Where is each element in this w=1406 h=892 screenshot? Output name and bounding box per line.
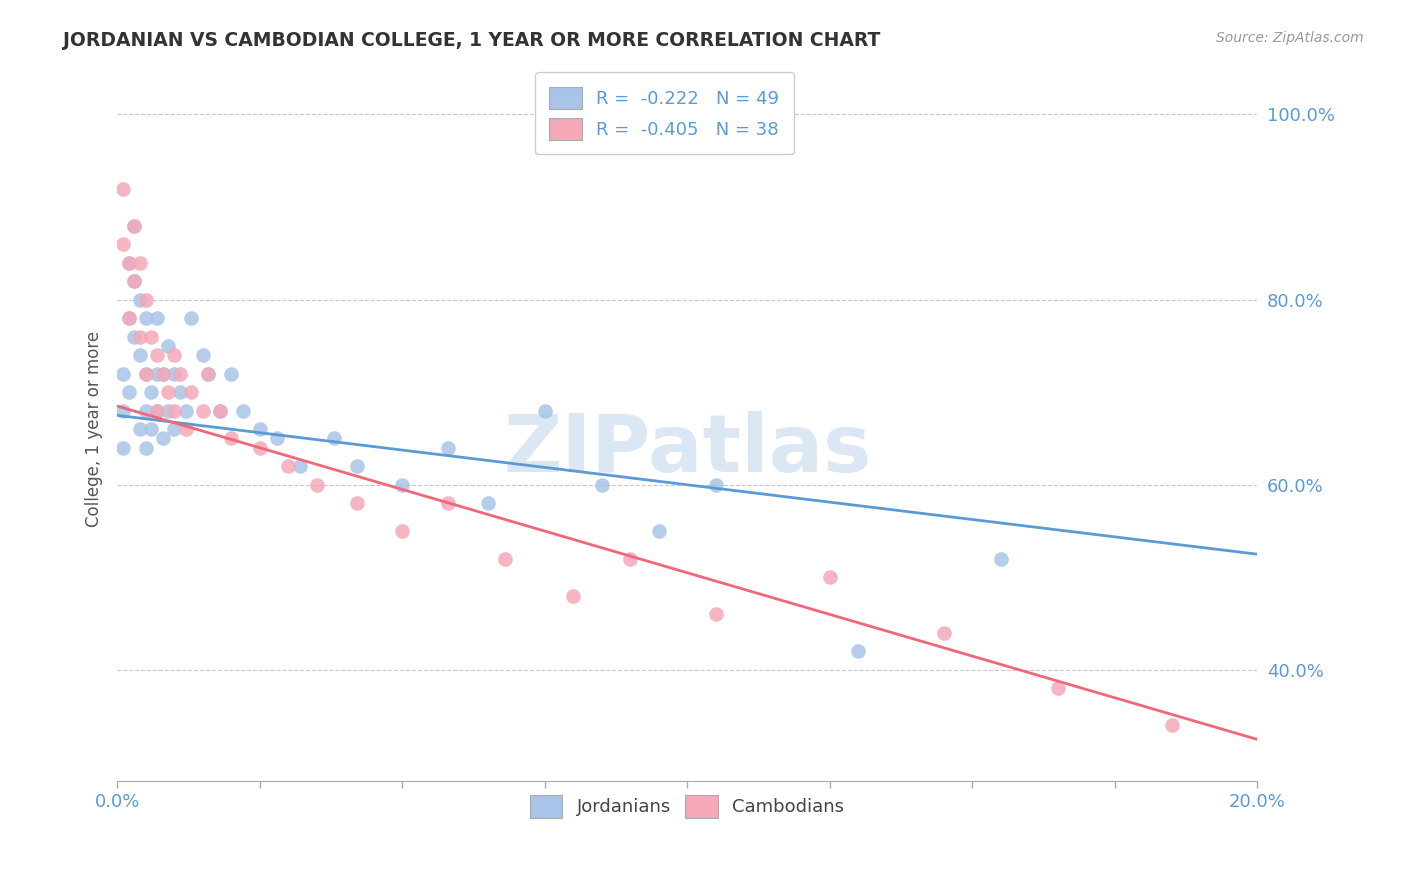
Point <box>266 432 288 446</box>
Point <box>391 524 413 538</box>
Point <box>591 477 613 491</box>
Point <box>129 329 152 343</box>
Point <box>135 311 157 326</box>
Point <box>647 524 669 538</box>
Point <box>232 403 254 417</box>
Point <box>141 329 163 343</box>
Point <box>846 644 869 658</box>
Point <box>146 367 169 381</box>
Point <box>174 422 197 436</box>
Point <box>169 367 191 381</box>
Point <box>208 403 231 417</box>
Point <box>111 237 134 252</box>
Point <box>391 477 413 491</box>
Point <box>990 551 1012 566</box>
Point <box>152 367 174 381</box>
Point <box>619 551 641 566</box>
Point <box>152 432 174 446</box>
Point <box>477 496 499 510</box>
Point <box>197 367 219 381</box>
Point <box>163 422 186 436</box>
Point <box>117 385 139 400</box>
Point <box>533 403 555 417</box>
Point <box>124 219 146 233</box>
Point <box>135 441 157 455</box>
Point <box>169 385 191 400</box>
Point <box>219 367 242 381</box>
Point <box>111 441 134 455</box>
Point <box>174 403 197 417</box>
Point <box>141 422 163 436</box>
Point <box>129 348 152 362</box>
Text: Source: ZipAtlas.com: Source: ZipAtlas.com <box>1216 31 1364 45</box>
Point <box>135 293 157 307</box>
Point <box>1160 718 1182 732</box>
Point <box>704 607 727 622</box>
Point <box>146 348 169 362</box>
Point <box>288 459 311 474</box>
Point <box>124 274 146 288</box>
Point <box>111 403 134 417</box>
Point <box>129 293 152 307</box>
Point <box>322 432 344 446</box>
Point <box>117 311 139 326</box>
Legend: Jordanians, Cambodians: Jordanians, Cambodians <box>523 789 852 825</box>
Point <box>191 348 214 362</box>
Point <box>1046 681 1069 696</box>
Point <box>346 459 368 474</box>
Point <box>249 422 271 436</box>
Point <box>124 219 146 233</box>
Point <box>152 367 174 381</box>
Point <box>124 329 146 343</box>
Point <box>157 403 180 417</box>
Point <box>135 367 157 381</box>
Point <box>111 181 134 195</box>
Point <box>219 432 242 446</box>
Point <box>818 570 841 584</box>
Point <box>249 441 271 455</box>
Point <box>135 367 157 381</box>
Point <box>346 496 368 510</box>
Point <box>141 385 163 400</box>
Point <box>146 311 169 326</box>
Point <box>191 403 214 417</box>
Point <box>157 339 180 353</box>
Point <box>117 255 139 269</box>
Y-axis label: College, 1 year or more: College, 1 year or more <box>86 331 103 527</box>
Point <box>562 589 585 603</box>
Point <box>163 367 186 381</box>
Point <box>704 477 727 491</box>
Point <box>180 385 202 400</box>
Point <box>277 459 299 474</box>
Point <box>146 403 169 417</box>
Point <box>197 367 219 381</box>
Point <box>135 403 157 417</box>
Text: ZIPatlas: ZIPatlas <box>503 411 872 490</box>
Point <box>163 403 186 417</box>
Point <box>436 441 458 455</box>
Point <box>157 385 180 400</box>
Point <box>932 626 955 640</box>
Point <box>436 496 458 510</box>
Point <box>117 255 139 269</box>
Point <box>494 551 516 566</box>
Point <box>180 311 202 326</box>
Point <box>129 422 152 436</box>
Point <box>117 311 139 326</box>
Point <box>305 477 328 491</box>
Point <box>124 274 146 288</box>
Point <box>208 403 231 417</box>
Text: JORDANIAN VS CAMBODIAN COLLEGE, 1 YEAR OR MORE CORRELATION CHART: JORDANIAN VS CAMBODIAN COLLEGE, 1 YEAR O… <box>63 31 880 50</box>
Point <box>111 367 134 381</box>
Point <box>129 255 152 269</box>
Point <box>163 348 186 362</box>
Point <box>146 403 169 417</box>
